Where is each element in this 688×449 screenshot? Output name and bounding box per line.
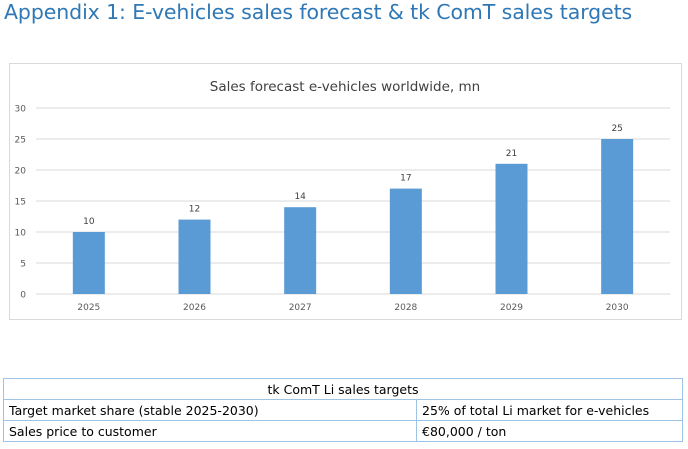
data-label: 14: [294, 192, 306, 202]
x-tick-label: 2028: [394, 303, 417, 313]
table-cell-label: Sales price to customer: [3, 420, 417, 442]
y-tick-label: 5: [20, 260, 26, 270]
page-title: Appendix 1: E-vehicles sales forecast & …: [4, 0, 633, 24]
bar-chart: Sales forecast e-vehicles worldwide, mn …: [15, 79, 670, 313]
y-tick-label: 0: [20, 291, 26, 301]
data-label: 17: [400, 174, 411, 184]
sales-targets-table: tk ComT Li sales targets Target market s…: [3, 378, 683, 442]
table-header-row: tk ComT Li sales targets: [3, 378, 683, 400]
table-row: Sales price to customer €80,000 / ton: [3, 420, 683, 442]
data-label: 10: [83, 217, 95, 227]
bar: [389, 188, 422, 294]
bar: [601, 139, 634, 294]
chart-container: Sales forecast e-vehicles worldwide, mn …: [9, 63, 682, 320]
x-tick-label: 2027: [289, 303, 312, 313]
data-label: 21: [506, 149, 517, 159]
bar: [178, 219, 211, 294]
bar: [495, 163, 528, 294]
x-tick-label: 2029: [500, 303, 523, 313]
chart-title: Sales forecast e-vehicles worldwide, mn: [210, 79, 480, 95]
table-cell-value: 25% of total Li market for e-vehicles: [416, 399, 683, 421]
y-tick-label: 25: [15, 136, 26, 146]
x-tick-label: 2025: [77, 303, 100, 313]
y-tick-label: 30: [15, 105, 27, 115]
data-label: 25: [611, 124, 622, 134]
x-tick-label: 2030: [606, 303, 629, 313]
y-tick-label: 20: [15, 167, 27, 177]
x-tick-label: 2026: [183, 303, 206, 313]
bar: [284, 207, 317, 294]
table-cell-value: €80,000 / ton: [416, 420, 683, 442]
y-tick-label: 15: [15, 198, 26, 208]
y-tick-label: 10: [15, 229, 27, 239]
table-row: Target market share (stable 2025-2030) 2…: [3, 399, 683, 421]
table-header: tk ComT Li sales targets: [3, 378, 683, 400]
table-cell-label: Target market share (stable 2025-2030): [3, 399, 417, 421]
bar: [72, 232, 105, 294]
data-label: 12: [189, 205, 200, 215]
